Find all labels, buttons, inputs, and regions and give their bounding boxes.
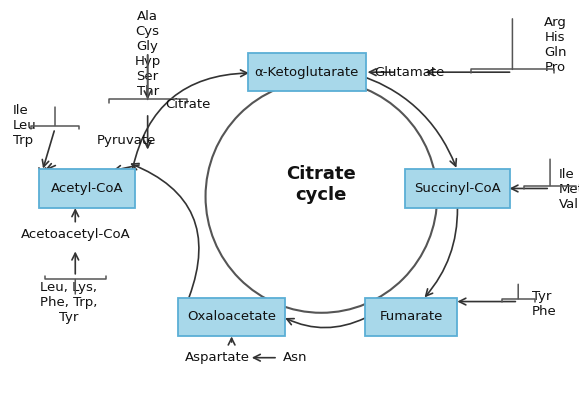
FancyBboxPatch shape [248, 53, 367, 91]
Text: Ile
Leu
Trp: Ile Leu Trp [13, 104, 36, 147]
Text: Citrate: Citrate [165, 98, 210, 111]
Text: Ile
Met
Val: Ile Met Val [559, 168, 579, 211]
FancyBboxPatch shape [365, 298, 457, 336]
Text: Asn: Asn [283, 351, 307, 364]
FancyBboxPatch shape [178, 298, 285, 336]
Text: Acetoacetyl-CoA: Acetoacetyl-CoA [20, 228, 130, 241]
Text: Oxaloacetate: Oxaloacetate [187, 310, 276, 323]
Text: Succinyl-CoA: Succinyl-CoA [414, 182, 501, 195]
Text: Acetyl-CoA: Acetyl-CoA [50, 182, 123, 195]
Text: Fumarate: Fumarate [379, 310, 443, 323]
Text: Glutamate: Glutamate [374, 66, 445, 79]
FancyBboxPatch shape [39, 169, 134, 208]
Text: Citrate
cycle: Citrate cycle [287, 165, 356, 204]
Text: Aspartate: Aspartate [185, 351, 250, 364]
Text: Pyruvate: Pyruvate [97, 134, 156, 147]
Text: Arg
His
Gln
Pro: Arg His Gln Pro [544, 16, 567, 74]
Text: α-Ketoglutarate: α-Ketoglutarate [255, 66, 359, 79]
Text: Tyr
Phe: Tyr Phe [532, 290, 556, 318]
Text: Ala
Cys
Gly
Hyp
Ser
Thr: Ala Cys Gly Hyp Ser Thr [134, 10, 161, 98]
Text: Leu, Lys,
Phe, Trp,
Tyr: Leu, Lys, Phe, Trp, Tyr [39, 281, 97, 324]
FancyBboxPatch shape [405, 169, 510, 208]
